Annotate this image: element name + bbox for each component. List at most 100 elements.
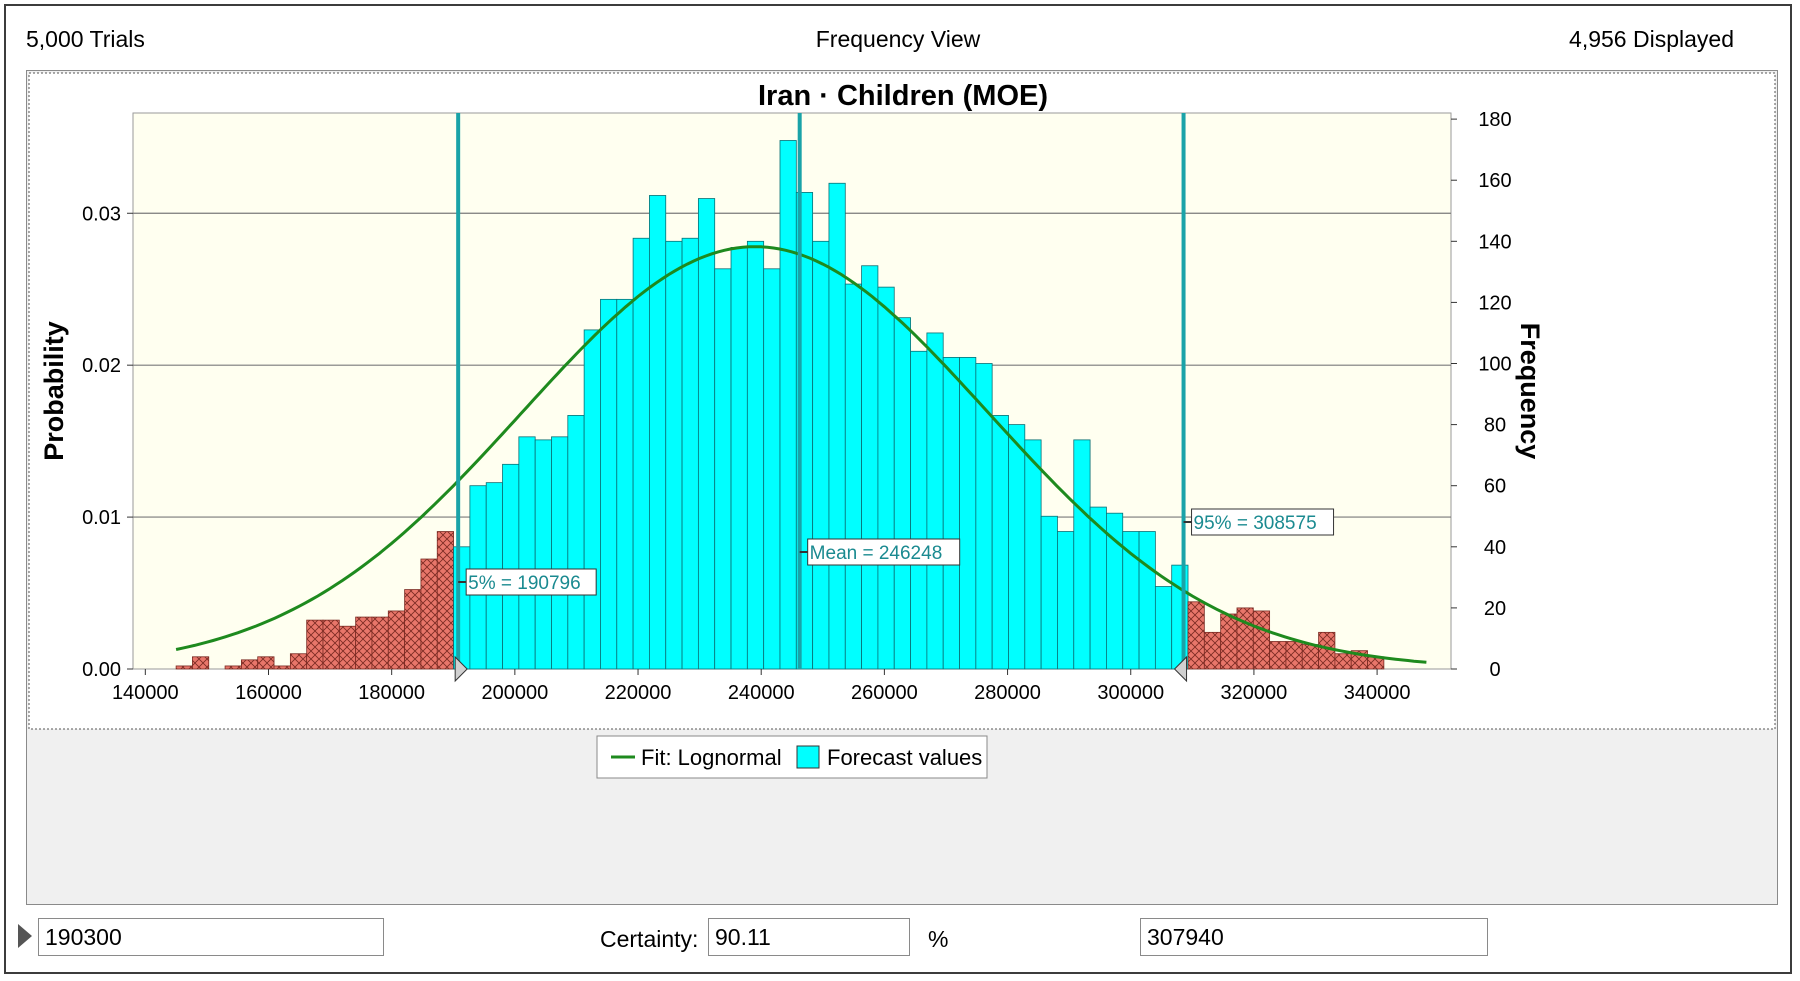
histogram-bar [1154, 586, 1173, 670]
y-axis-label-right: Frequency [1515, 323, 1545, 460]
histogram-bar [665, 240, 683, 670]
histogram-bar [1008, 424, 1026, 670]
frequency-chart: Iran · Children (MOE) 5% = 190796 Mean = … [28, 72, 1776, 779]
axes: 140000 160000 180000 200000 220000 240000 2600… [82, 109, 1512, 704]
x-tick-label-1: 160000 [235, 682, 302, 704]
trials-count: 5,000 Trials [26, 26, 145, 52]
histogram-bar [649, 195, 667, 670]
x-tick-label-8: 300000 [1097, 682, 1164, 704]
histogram-bar [567, 415, 585, 670]
histogram-bar [1040, 515, 1058, 670]
histogram-bar [583, 329, 601, 670]
x-tick-label-3: 200000 [481, 682, 548, 704]
y-right-tick-label-8: 160 [1478, 170, 1511, 192]
histogram-bar [1252, 610, 1271, 670]
y-right-tick-label-5: 100 [1478, 354, 1511, 376]
certainty-label: Certainty: [600, 926, 699, 952]
histogram-bar [763, 268, 781, 670]
histogram-bar [681, 237, 699, 670]
histogram-bar [1138, 531, 1156, 670]
histogram-bar [730, 247, 748, 670]
x-tick-label-7: 280000 [974, 682, 1041, 704]
histogram-bar [1171, 564, 1189, 670]
histogram-bars [175, 140, 1385, 670]
header-bar: 5,000 Trials Frequency View 4,956 Displa… [6, 6, 1790, 70]
y-right-tick-label-9: 180 [1478, 109, 1511, 131]
certainty-input[interactable] [708, 918, 910, 956]
histogram-bar [534, 439, 552, 670]
displayed-count: 4,956 Displayed [1569, 26, 1734, 52]
legend: Fit: Lognormal Forecast values [596, 735, 988, 779]
percent-sign: % [928, 926, 949, 952]
histogram-bar [355, 616, 373, 670]
marker-label-box-1 [807, 538, 961, 566]
histogram-bar [779, 140, 797, 670]
legend-fit-label: Fit: Lognormal [641, 745, 782, 770]
histogram-bar [893, 317, 911, 670]
histogram-bar [306, 619, 324, 670]
histogram-bar [175, 665, 193, 670]
histogram-bar [502, 463, 520, 670]
marker-label-2: 95% = 308575 [1194, 513, 1317, 534]
histogram-bar [551, 436, 569, 670]
y-right-tick-label-0: 0 [1489, 659, 1500, 681]
histogram-bar [420, 558, 438, 670]
histogram-bar [192, 656, 210, 670]
lower-bound-input[interactable] [38, 918, 384, 956]
histogram-bar [518, 436, 536, 670]
histogram-bar [224, 665, 242, 670]
y-left-tick-label-1: 0.01 [82, 507, 121, 529]
y-right-tick-label-4: 80 [1484, 415, 1506, 437]
histogram-bar [1187, 601, 1205, 670]
histogram-bar [877, 286, 895, 670]
upper-grabber-icon [1173, 655, 1188, 683]
y-right-tick-label-7: 140 [1478, 231, 1511, 253]
x-tick-label-9: 320000 [1221, 682, 1288, 704]
histogram-bar [322, 619, 340, 670]
histogram-bar [1285, 641, 1303, 670]
histogram-bar [338, 625, 357, 670]
histogram-bar [404, 589, 422, 670]
upper-bound-input[interactable] [1140, 918, 1488, 956]
histogram-bar [910, 350, 928, 670]
histogram-bar [844, 283, 862, 670]
histogram-bar [697, 198, 716, 670]
x-tick-label-0: 140000 [112, 682, 179, 704]
histogram-bar [861, 265, 879, 670]
x-tick-label-2: 180000 [358, 682, 425, 704]
histogram-bar [1236, 607, 1254, 670]
x-tick-label-10: 340000 [1344, 682, 1411, 704]
y-left-tick-label-0: 0.00 [82, 659, 121, 681]
left-grabber-icon[interactable] [18, 924, 32, 948]
histogram-bar [1057, 531, 1075, 670]
histogram-bar [1203, 631, 1222, 670]
histogram-bar [746, 240, 765, 670]
histogram-bar [828, 182, 846, 670]
legend-box [596, 735, 988, 779]
marker-label-1: Mean = 246248 [810, 543, 943, 564]
y-right-tick-label-6: 120 [1478, 292, 1511, 314]
histogram-bar [387, 610, 406, 670]
view-mode[interactable]: Frequency View [815, 26, 981, 52]
histogram-bar [616, 298, 634, 670]
forecast-window: 5,000 Trials Frequency View 4,956 Displa… [4, 4, 1792, 974]
percentile-markers: 5% = 190796 Mean = 246248 95% = 308575 [454, 113, 1335, 683]
chart-panel: Iran · Children (MOE) 5% = 190796 Mean = … [26, 70, 1778, 905]
chart-title: Iran · Children (MOE) [758, 80, 1048, 112]
marker-label-0: 5% = 190796 [468, 573, 581, 594]
certainty-bar: Certainty: % [6, 906, 1790, 966]
y-left-tick-label-3: 0.03 [82, 203, 121, 225]
y-right-tick-label-2: 40 [1484, 537, 1506, 559]
legend-forecast-label: Forecast values [827, 745, 982, 770]
histogram-bar [632, 237, 650, 670]
histogram-bar [959, 356, 977, 670]
marker-label-box-2 [1191, 508, 1335, 536]
y-right-tick-label-3: 60 [1484, 476, 1506, 498]
histogram-bar [257, 656, 275, 670]
x-tick-label-5: 240000 [728, 682, 795, 704]
histogram-bar [1024, 439, 1042, 670]
x-tick-label-4: 220000 [605, 682, 672, 704]
histogram-bar [926, 332, 944, 670]
histogram-bar [240, 659, 259, 670]
y-axis-label-left: Probability [39, 321, 69, 461]
